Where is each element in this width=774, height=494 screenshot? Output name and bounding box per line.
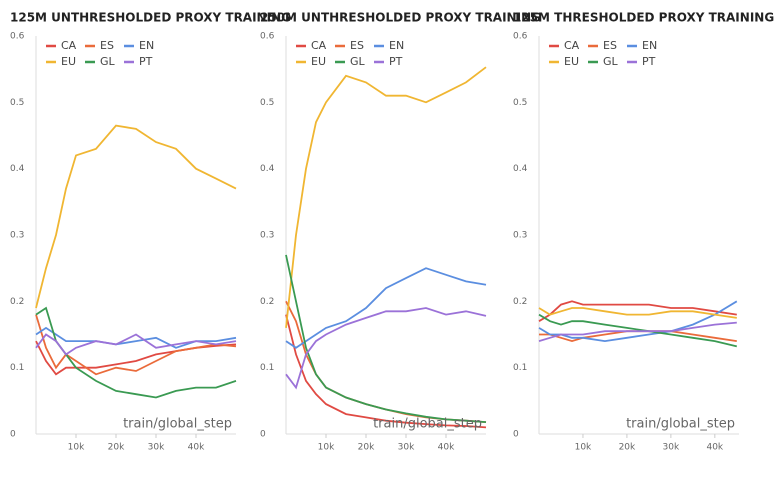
legend-label: EU xyxy=(61,55,76,68)
y-tick-label: 0.5 xyxy=(260,98,274,108)
series-line xyxy=(538,307,737,319)
legend-label: ES xyxy=(100,39,114,52)
y-tick-label: 0.1 xyxy=(513,363,527,373)
legend-label: ES xyxy=(350,39,364,52)
x-axis-label: train/global_step xyxy=(626,417,735,432)
series-line xyxy=(285,307,487,390)
series-line xyxy=(285,254,487,423)
legend-label: ES xyxy=(603,39,617,52)
y-tick-label: 0.1 xyxy=(10,363,24,373)
y-tick-label: 0.4 xyxy=(260,164,275,174)
x-axis-label: train/global_step xyxy=(373,417,482,432)
legend-label: CA xyxy=(311,39,327,52)
y-tick-label: 0 xyxy=(513,430,519,440)
x-tick-label: 10k xyxy=(318,443,335,453)
chart-title: 250M UNTHRESHOLDED PROXY TRAINING xyxy=(260,11,541,25)
y-tick-label: 0 xyxy=(10,430,16,440)
y-tick-label: 0.4 xyxy=(513,164,528,174)
x-tick-label: 20k xyxy=(358,443,375,453)
series-line xyxy=(35,314,237,376)
series-line xyxy=(285,300,487,423)
x-tick-label: 40k xyxy=(188,443,205,453)
legend-label: PT xyxy=(389,55,403,68)
legend-label: PT xyxy=(642,55,656,68)
y-tick-label: 0 xyxy=(260,430,266,440)
x-tick-label: 10k xyxy=(68,443,85,453)
y-tick-label: 0.1 xyxy=(260,363,274,373)
legend-label: CA xyxy=(564,39,580,52)
x-tick-label: 30k xyxy=(148,443,165,453)
y-tick-label: 0.5 xyxy=(513,98,527,108)
y-tick-label: 0.6 xyxy=(260,32,275,42)
legend-label: GL xyxy=(603,55,619,68)
y-tick-label: 0.2 xyxy=(513,297,527,307)
series-line xyxy=(35,326,237,349)
series-line xyxy=(538,321,737,342)
x-tick-label: 30k xyxy=(398,443,415,453)
y-tick-label: 0.3 xyxy=(10,231,24,241)
legend-label: PT xyxy=(139,55,153,68)
y-tick-label: 0.2 xyxy=(260,297,274,307)
y-tick-label: 0.3 xyxy=(513,231,527,241)
series-line xyxy=(285,66,487,328)
legend-label: EN xyxy=(389,39,404,52)
x-tick-label: 20k xyxy=(108,443,125,453)
x-axis-label: train/global_step xyxy=(123,417,232,432)
y-tick-label: 0.6 xyxy=(513,32,528,42)
series-line xyxy=(35,306,237,399)
y-tick-label: 0.6 xyxy=(10,32,25,42)
y-tick-label: 0.4 xyxy=(10,164,25,174)
x-tick-label: 40k xyxy=(706,443,723,453)
legend-label: GL xyxy=(100,55,116,68)
y-tick-label: 0.5 xyxy=(10,98,24,108)
series-line xyxy=(35,333,237,356)
series-line xyxy=(285,267,487,349)
series-line xyxy=(539,330,737,343)
x-tick-label: 40k xyxy=(438,443,455,453)
legend-label: EN xyxy=(139,39,154,52)
chart-title: 125M UNTHRESHOLDED PROXY TRAINING xyxy=(10,11,291,25)
y-tick-label: 0.2 xyxy=(10,297,24,307)
series-line xyxy=(285,314,487,429)
x-tick-label: 30k xyxy=(663,443,680,453)
y-tick-label: 0.3 xyxy=(260,231,274,241)
x-tick-label: 20k xyxy=(619,443,636,453)
legend-label: CA xyxy=(61,39,77,52)
legend-label: EU xyxy=(564,55,579,68)
legend-label: GL xyxy=(350,55,366,68)
series-line xyxy=(35,124,237,309)
x-tick-label: 10k xyxy=(575,443,592,453)
chart-title: 125M THRESHOLDED PROXY TRAINING xyxy=(513,11,774,25)
series-line xyxy=(538,300,737,322)
legend-label: EN xyxy=(642,39,657,52)
legend-label: EU xyxy=(311,55,326,68)
series-line xyxy=(538,313,738,348)
